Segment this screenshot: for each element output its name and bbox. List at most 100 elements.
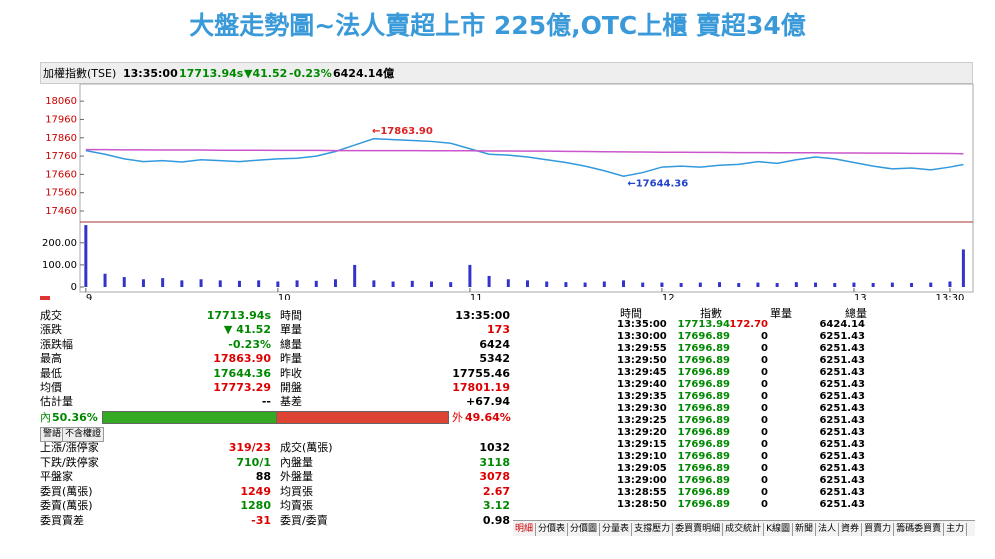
outer-bar [275,411,449,424]
inner-label: 內 [40,411,51,424]
table-cell: 0 [761,415,768,426]
index-name: 加權指數(TSE) [43,67,117,80]
table-cell: 17696.89 [677,499,730,510]
tab[interactable]: 主力 [944,523,968,536]
field-value: ▼ 41.52 [223,323,271,337]
field-label: 漲跌 [40,323,62,337]
table-cell: 6251.43 [819,415,865,426]
table-cell: 17696.89 [677,355,730,366]
volume-bar [333,279,337,287]
tab-bar: 明細 分價表 分價圖 分量表 支撐壓力 委買賣明細 成交統計 K線圖 新聞 法人 資券 買賣力 籌碼委買… [513,520,975,536]
y-tick-label: 17460 [45,206,77,217]
field-value: 319/23 [228,441,271,454]
volume-bar [852,282,856,287]
field-label: 委買(萬張) [40,484,93,498]
table-cell: 13:28:50 [617,499,667,510]
tab[interactable]: 成交統計 [723,523,765,536]
field-value: 6424 [479,337,510,351]
volume-bar [353,264,357,287]
y-tick-label: 17860 [45,133,77,144]
volume-bar [526,280,529,287]
button[interactable]: 警語 [40,427,65,442]
volume-bar [218,280,222,287]
field-label: 時間 [280,309,302,322]
field-label: 委買賣差 [40,514,84,527]
volume-bar [429,281,433,287]
amount: 6424.14億 [333,67,395,80]
y-tick-label: 100.00 [42,260,77,271]
field-label: 平盤家 [40,470,73,484]
tab[interactable]: 新聞 [793,523,817,536]
table-cell: 6251.43 [819,355,865,366]
table-cell: 17696.89 [677,367,730,378]
pct: -0.23% [289,67,332,80]
table-cell: 0 [761,367,768,378]
table-cell: 6251.43 [819,499,865,510]
volume-bar [871,283,875,287]
volume-bar [449,282,453,287]
tab[interactable]: 委買賣明細 [673,523,724,536]
tab[interactable]: 分量表 [600,523,633,536]
volume-bar [372,280,376,287]
volume-bar [794,282,798,287]
table-cell: 0 [761,427,768,438]
tab[interactable]: 資券 [839,523,863,536]
field-value: 17755.46 [452,366,510,380]
table-cell: 0 [761,403,768,414]
table-cell: 6251.43 [819,427,865,438]
tab[interactable]: 分價圖 [568,523,601,536]
table-cell: 0 [761,439,768,450]
field-value: 1280 [240,499,271,513]
time: 13:35:00 [123,67,178,80]
volume-bar [468,264,472,287]
tab[interactable]: 支撐壓力 [632,523,674,536]
field-label: 單量 [280,323,302,337]
price: 17713.94s [179,67,244,80]
field-label: 均賣張 [280,499,313,513]
field-label: 基差 [280,395,302,409]
change: ▼41.52 [244,67,288,80]
volume-bar [141,279,145,287]
inner-bar [102,411,278,424]
annotation: ←17644.36 [627,178,688,189]
tab[interactable]: 法人 [816,523,840,536]
volume-bar [679,283,683,287]
field-value: 17773.29 [213,381,271,394]
volume-bar [814,282,818,287]
field-label: 總量 [280,337,302,351]
icon [40,296,50,300]
volume-bar [506,279,510,287]
y-tick-label: 17560 [45,188,77,199]
y-tick-label: 17760 [45,151,77,162]
table-cell: 17696.89 [677,475,730,486]
table-cell: 17696.89 [677,427,730,438]
button[interactable]: 不含權證 [62,427,105,442]
volume-bar [180,280,184,287]
field-label: 昨量 [280,352,302,366]
field-label: 昨收 [280,366,302,380]
tab[interactable]: 籌碼委買賣 [894,523,945,536]
field-label: 開盤 [280,381,302,394]
field-value: -- [261,395,271,409]
x-tick-label: 12 [662,293,675,300]
tab[interactable]: 明細 [513,523,537,536]
annotation: ←17863.90 [372,126,433,137]
y-tick-label: 17660 [45,169,77,180]
field-value: 17713.94s [206,309,271,322]
table-cell: 0 [761,331,768,342]
volume-bar [602,281,606,287]
volume-bar [103,273,107,287]
volume-bar [161,278,165,287]
table-header: 單量 [770,307,792,320]
table-cell: 13:29:40 [617,379,667,390]
table-cell: 172.70 [729,319,768,330]
table-cell: 0 [761,475,768,486]
tab[interactable]: 分價表 [536,523,569,536]
table-header: 指數 [700,307,722,320]
table-cell: 17696.89 [677,403,730,414]
tab[interactable]: 買賣力 [862,523,895,536]
table-cell: 0 [761,391,768,402]
tab[interactable]: K線圖 [764,523,794,536]
volume-bar [622,280,626,287]
